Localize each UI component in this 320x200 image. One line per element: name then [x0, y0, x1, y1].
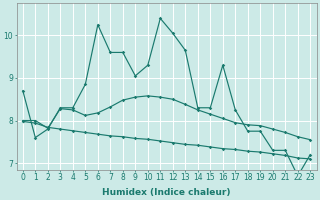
X-axis label: Humidex (Indice chaleur): Humidex (Indice chaleur) — [102, 188, 231, 197]
